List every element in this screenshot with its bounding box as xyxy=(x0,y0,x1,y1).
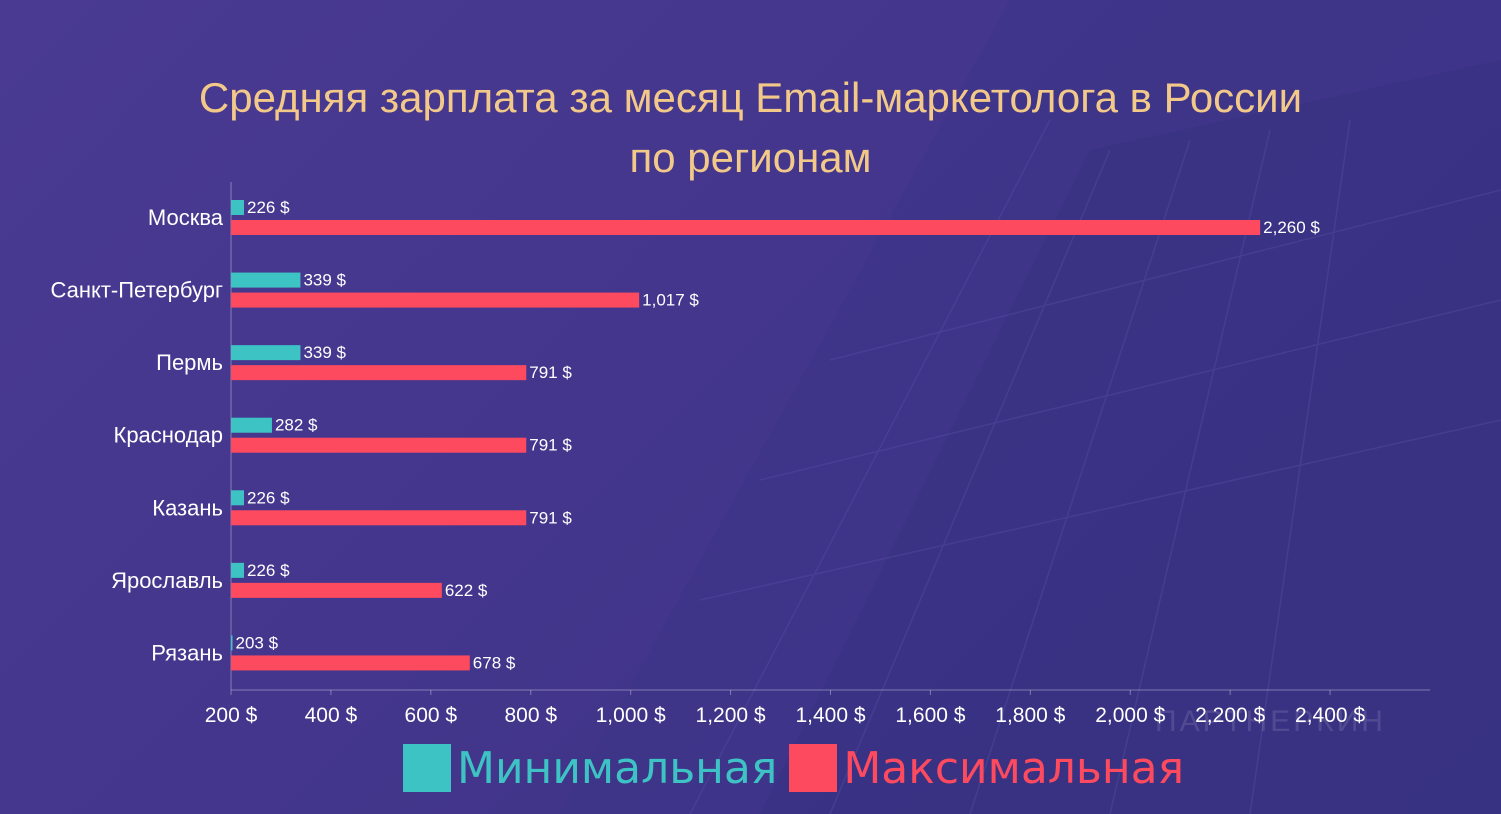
chart-title: Средняя зарплата за месяц Email-маркетол… xyxy=(0,68,1501,188)
data-label-min: 282 $ xyxy=(275,416,318,435)
data-label-min: 339 $ xyxy=(303,343,346,362)
data-label-min: 339 $ xyxy=(303,271,346,290)
bar-min xyxy=(231,562,244,578)
category-label: Рязань xyxy=(151,640,223,665)
bar-min xyxy=(231,635,233,651)
x-tick-label: 2,000 $ xyxy=(1095,704,1165,727)
bar-max xyxy=(231,220,1261,235)
data-label-max: 1,017 $ xyxy=(642,291,699,310)
bar-max xyxy=(231,365,527,381)
data-label-max: 791 $ xyxy=(529,508,572,527)
data-label-max: 791 $ xyxy=(529,363,572,382)
chart-legend: Минимальная Максимальная xyxy=(403,740,1196,796)
data-label-min: 203 $ xyxy=(236,633,279,652)
category-label: Москва xyxy=(148,205,224,230)
bar-max xyxy=(231,437,527,453)
category-label: Краснодар xyxy=(114,423,224,448)
bar-min xyxy=(231,490,244,506)
chart-title-line-2: по регионам xyxy=(629,134,872,181)
x-tick-label: 1,800 $ xyxy=(995,704,1065,727)
category-label: Пермь xyxy=(156,350,223,375)
bar-max xyxy=(231,655,470,671)
legend-swatch-min xyxy=(403,744,451,792)
bar-min xyxy=(231,417,272,433)
data-label-max: 678 $ xyxy=(473,653,516,672)
bar-max xyxy=(231,292,640,308)
x-tick-label: 2,200 $ xyxy=(1195,704,1265,727)
x-tick-label: 1,200 $ xyxy=(696,704,766,727)
legend-label-max: Максимальная xyxy=(843,742,1185,794)
bar-max xyxy=(231,510,527,526)
x-tick-label: 1,400 $ xyxy=(795,704,865,727)
category-label: Ярославль xyxy=(111,568,223,593)
x-tick-label: 1,600 $ xyxy=(895,704,965,727)
data-label-min: 226 $ xyxy=(247,488,290,507)
bar-min xyxy=(231,345,301,361)
watermark: ПАРТНЕРКИН xyxy=(1155,705,1386,738)
x-tick-label: 400 $ xyxy=(305,704,358,727)
x-tick-label: 800 $ xyxy=(504,704,557,727)
legend-label-min: Минимальная xyxy=(457,742,778,794)
legend-item-max: Максимальная xyxy=(789,743,1184,794)
legend-swatch-max xyxy=(789,744,838,792)
bar-min xyxy=(231,272,301,288)
x-tick-label: 2,400 $ xyxy=(1295,704,1365,727)
x-tick-label: 1,000 $ xyxy=(596,704,666,727)
data-label-max: 791 $ xyxy=(529,436,572,455)
data-label-min: 226 $ xyxy=(247,561,290,580)
x-tick-label: 200 $ xyxy=(205,704,258,727)
bar-min xyxy=(231,200,244,215)
category-label: Казань xyxy=(152,495,223,520)
legend-item-min: Минимальная xyxy=(403,743,777,794)
data-label-min: 226 $ xyxy=(247,198,290,217)
data-label-max: 622 $ xyxy=(445,581,488,600)
data-label-max: 2,260 $ xyxy=(1263,218,1320,237)
x-tick-label: 600 $ xyxy=(405,704,458,727)
bar-max xyxy=(231,582,442,598)
category-label: Санкт-Петербург xyxy=(50,278,223,303)
chart-title-line-1: Средняя зарплата за месяц Email-маркетол… xyxy=(198,74,1303,121)
